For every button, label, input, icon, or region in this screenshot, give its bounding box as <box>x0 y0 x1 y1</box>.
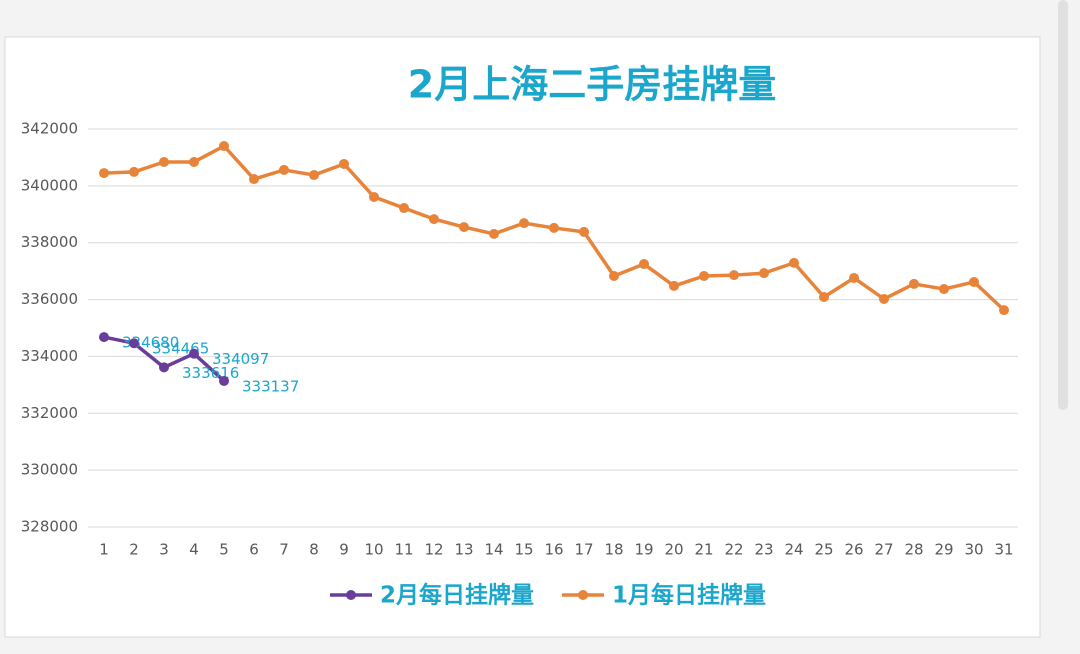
y-tick-label: 336000 <box>21 290 78 308</box>
point <box>459 222 469 233</box>
chart-panel <box>4 36 1041 638</box>
x-tick-label: 22 <box>724 541 743 559</box>
x-tick-label: 28 <box>904 541 923 559</box>
x-tick-label: 9 <box>339 541 349 559</box>
point <box>339 158 349 169</box>
point <box>159 156 169 167</box>
point <box>759 268 769 279</box>
point <box>399 203 409 214</box>
point <box>519 218 529 229</box>
point <box>249 174 259 185</box>
y-tick-label: 340000 <box>21 176 78 194</box>
data-label: 333137 <box>242 377 299 395</box>
x-tick-label: 23 <box>754 541 773 559</box>
chart-title: 2月上海二手房挂牌量 <box>408 63 776 107</box>
point <box>189 348 199 359</box>
x-tick-label: 31 <box>994 541 1013 559</box>
point <box>699 270 709 281</box>
point <box>999 305 1009 316</box>
point <box>189 156 199 167</box>
data-label: 334465 <box>152 340 209 358</box>
point <box>99 168 109 179</box>
point <box>219 375 229 386</box>
point <box>789 257 799 268</box>
point <box>219 141 229 152</box>
x-tick-label: 26 <box>844 541 863 559</box>
point <box>159 362 169 373</box>
scrollbar <box>1058 0 1068 410</box>
y-tick-label: 328000 <box>21 518 78 536</box>
x-tick-label: 17 <box>574 541 593 559</box>
x-tick-label: 18 <box>604 541 623 559</box>
legend-marker <box>578 590 589 600</box>
legend-label: 2月每日挂牌量 <box>380 582 534 609</box>
point <box>369 191 379 202</box>
point <box>309 170 319 181</box>
x-tick-label: 10 <box>364 541 383 559</box>
point <box>99 332 109 343</box>
x-tick-label: 27 <box>874 541 893 559</box>
point <box>969 276 979 287</box>
point <box>489 228 499 239</box>
x-tick-label: 21 <box>694 541 713 559</box>
x-tick-label: 13 <box>454 541 473 559</box>
y-tick-label: 338000 <box>21 233 78 251</box>
legend-label: 1月每日挂牌量 <box>612 582 766 609</box>
x-tick-label: 30 <box>964 541 983 559</box>
x-tick-label: 2 <box>129 541 139 559</box>
x-tick-label: 29 <box>934 541 953 559</box>
x-tick-label: 5 <box>219 541 229 559</box>
point <box>579 226 589 237</box>
x-tick-label: 3 <box>159 541 169 559</box>
point <box>669 280 679 291</box>
y-tick-label: 332000 <box>21 404 78 422</box>
x-tick-label: 6 <box>249 541 259 559</box>
point <box>429 214 439 225</box>
x-tick-label: 1 <box>99 541 109 559</box>
point <box>849 272 859 283</box>
legend-marker <box>346 590 356 600</box>
y-tick-label: 334000 <box>21 347 78 365</box>
y-tick-label: 342000 <box>21 120 78 138</box>
point <box>909 278 919 289</box>
point <box>609 270 619 281</box>
x-tick-label: 19 <box>634 541 653 559</box>
x-tick-label: 25 <box>814 541 833 559</box>
point <box>279 164 289 175</box>
point <box>129 166 139 177</box>
x-tick-label: 24 <box>784 541 803 559</box>
point <box>879 294 889 305</box>
point <box>819 292 829 303</box>
point <box>939 284 949 295</box>
y-tick-label: 330000 <box>21 461 78 479</box>
data-label: 334097 <box>212 350 269 368</box>
x-tick-label: 20 <box>664 541 683 559</box>
x-tick-label: 8 <box>309 541 319 559</box>
x-tick-label: 14 <box>484 541 503 559</box>
point <box>639 259 649 270</box>
point <box>729 270 739 281</box>
x-tick-label: 15 <box>514 541 533 559</box>
point <box>129 338 139 349</box>
x-tick-label: 16 <box>544 541 563 559</box>
x-tick-label: 4 <box>189 541 199 559</box>
x-tick-label: 12 <box>424 541 443 559</box>
x-tick-label: 7 <box>279 541 289 559</box>
x-tick-label: 11 <box>394 541 413 559</box>
point <box>549 222 559 233</box>
